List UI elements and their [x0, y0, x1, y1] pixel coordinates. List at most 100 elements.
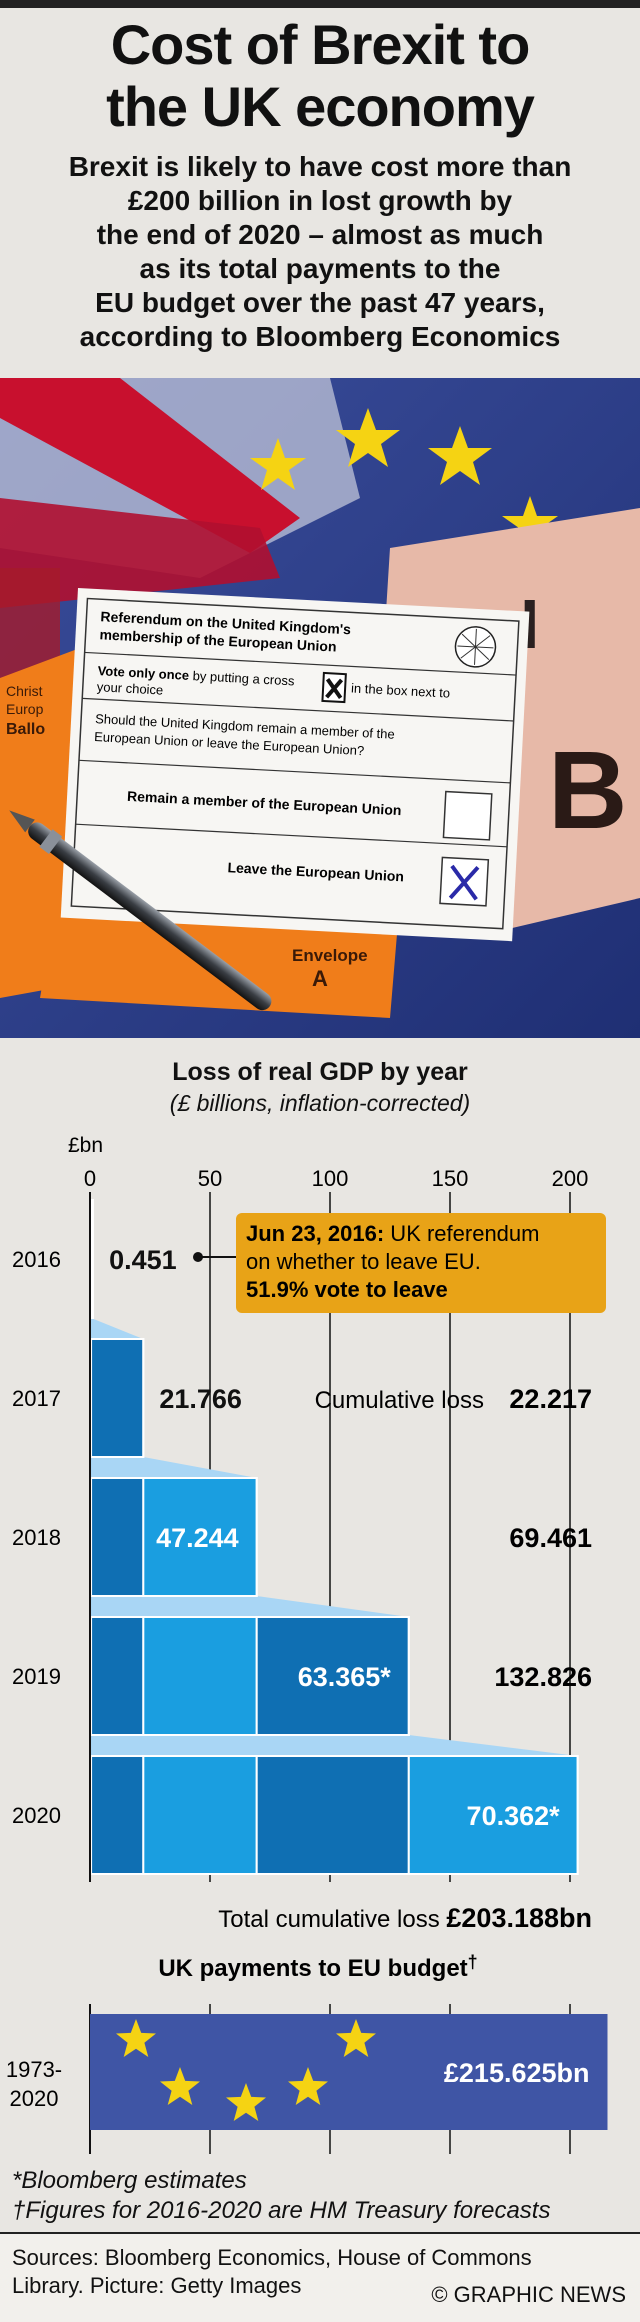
eu-star-icon	[336, 2019, 376, 2057]
ballot-border	[70, 597, 520, 930]
vote-once-line: Vote only once by putting a cross	[97, 663, 295, 688]
credit: © GRAPHIC NEWS	[431, 2282, 626, 2307]
orange-card-text-3: Ballo	[6, 721, 45, 738]
flag-star-icon	[250, 438, 306, 490]
bar-segment-2017	[90, 1477, 145, 1597]
subtitle-line-1: Brexit is likely to have cost more than	[68, 151, 572, 182]
annotation-box	[236, 1213, 606, 1313]
pink-card-letter: B	[548, 729, 627, 852]
tick-label: 0	[84, 1166, 96, 1191]
referendum-ballot-photo: I B Christ Europ Ballo Envelope A Refere…	[0, 378, 640, 1038]
tick-label: 100	[312, 1166, 349, 1191]
value-label: 0.451	[109, 1245, 177, 1275]
eu-period-line-2: 2020	[10, 2086, 59, 2111]
annotation-dot	[193, 1252, 203, 1262]
eu-period-line-1: 1973-	[6, 2057, 62, 2082]
sources-line-1: Sources: Bloomberg Economics, House of C…	[12, 2245, 532, 2270]
envelope-text-1: Envelope	[292, 946, 368, 965]
page-title: Cost of Brexit to the UK economy	[0, 14, 640, 138]
value-label: 63.365*	[298, 1662, 392, 1692]
cumulative-value: 22.217	[509, 1384, 592, 1414]
pen-icon	[9, 810, 272, 1011]
footnote-forecast-text: Figures for 2016-2020 are HM Treasury fo…	[25, 2197, 551, 2224]
leave-cross-icon	[448, 864, 480, 901]
cumulative-loss-label: Cumulative loss	[315, 1387, 484, 1414]
gdp-loss-chart: £bn 0 50 100 150 200 2016 0.451 2017 21.766 22.2…	[6, 1134, 608, 2154]
orange-card-text-1: Christ	[6, 683, 43, 699]
photo-illustration: I B Christ Europ Ballo Envelope A Refere…	[0, 378, 640, 1038]
connector-wedge	[90, 1596, 409, 1617]
title-line-1: Cost of Brexit to	[110, 13, 531, 76]
bar-segment-2018	[142, 1755, 258, 1875]
subtitle-line-5: EU budget over the past 47 years,	[95, 287, 545, 318]
tick-label: 150	[432, 1166, 469, 1191]
subtitle-line-3: the end of 2020 – almost as much	[96, 219, 544, 250]
sample-cross-icon	[325, 678, 344, 700]
bar-segment-2020	[407, 1755, 579, 1875]
tick-label: 200	[552, 1166, 589, 1191]
year-label: 2019	[12, 1664, 61, 1689]
year-label: 2020	[12, 1803, 61, 1828]
chart-title: Loss of real GDP by year	[172, 1058, 468, 1086]
subtitle-line-2: £200 billion in lost growth by	[127, 185, 513, 216]
page-subtitle: Brexit is likely to have cost more than …	[20, 150, 620, 354]
flag-star-icon	[428, 426, 492, 485]
flag-star-icon	[502, 496, 558, 548]
annotation-line-3: 51.9% vote to leave	[246, 1277, 448, 1302]
year-label: 2016	[12, 1247, 61, 1272]
top-rule	[0, 0, 640, 8]
unit-label: £bn	[68, 1134, 103, 1157]
bar-labels: 2016 0.451 2017 21.766 22.217 2018 47.244 69.46…	[12, 1245, 592, 1831]
cumulative-value: 69.461	[509, 1523, 592, 1553]
bar-segment-2019	[255, 1755, 410, 1875]
value-label: 70.362*	[467, 1801, 561, 1831]
sources-line-2: Library. Picture: Getty Images	[12, 2273, 302, 2298]
footer: Sources: Bloomberg Economics, House of C…	[0, 2232, 640, 2322]
cumulative-value: 132.826	[494, 1662, 592, 1692]
flag-star-icon	[336, 408, 400, 467]
connector-wedge	[90, 1457, 257, 1478]
referendum-annotation: Jun 23, 2016: UK referendum on whether t…	[193, 1213, 606, 1313]
title-line-2: the UK economy	[106, 75, 535, 138]
footnotes: *Bloomberg estimates †Figures for 2016-2…	[12, 2166, 550, 2226]
year-label: 2017	[12, 1386, 61, 1411]
connector-wedge	[90, 1735, 578, 1756]
eu-star-icon	[226, 2083, 266, 2121]
annotation-line-1: Jun 23, 2016: UK referendum	[246, 1221, 539, 1246]
union-flag-red-stripe	[0, 378, 300, 553]
eu-star-icon	[116, 2019, 156, 2057]
your-choice-text: your choice	[96, 679, 163, 697]
annotation-line-2: on whether to leave EU.	[246, 1249, 481, 1274]
value-label: 47.244	[156, 1523, 239, 1553]
bar-segment-2017	[90, 1616, 145, 1736]
remain-box	[442, 790, 493, 841]
footnote-forecast: †Figures for 2016-2020 are HM Treasury f…	[12, 2196, 550, 2226]
footnote-estimate: *Bloomberg estimates	[12, 2167, 247, 2194]
eu-budget-value: £215.625bn	[444, 2058, 590, 2088]
union-flag-red-band	[0, 498, 280, 608]
eu-budget-stars	[116, 2019, 376, 2121]
value-label: 21.766	[159, 1384, 242, 1414]
dagger-mark: †	[12, 2197, 26, 2224]
ballot-sheet	[60, 588, 530, 942]
bar-segment-2017	[90, 1755, 145, 1875]
eu-star-icon	[160, 2067, 200, 2105]
sources: Sources: Bloomberg Economics, House of C…	[12, 2244, 612, 2300]
axis-ticks: 0 50 100 150 200	[84, 1166, 588, 1191]
subtitle-line-4: as its total payments to the	[139, 253, 501, 284]
orange-card-text-2: Europ	[6, 701, 44, 717]
total-cumulative-loss: Total cumulative loss £203.188bn	[218, 1903, 592, 1933]
eu-budget-title: UK payments to EU budget†	[158, 1952, 477, 1982]
ballot-paper: Referendum on the United Kingdom's membe…	[60, 588, 530, 942]
envelope-text-2: A	[312, 966, 328, 991]
bar-segment-2017	[90, 1338, 145, 1458]
chart-subtitle: (£ billions, inflation-corrected)	[169, 1090, 471, 1116]
tick-label: 50	[198, 1166, 222, 1191]
year-label: 2018	[12, 1525, 61, 1550]
cumulative-connectors	[90, 1318, 578, 1756]
vote-once-rest: in the box next to	[351, 680, 451, 700]
subtitle-line-6: according to Bloomberg Economics	[79, 321, 561, 352]
eu-star-icon	[288, 2067, 328, 2105]
connector-wedge	[90, 1318, 144, 1339]
bar-segment-2018	[142, 1616, 258, 1736]
